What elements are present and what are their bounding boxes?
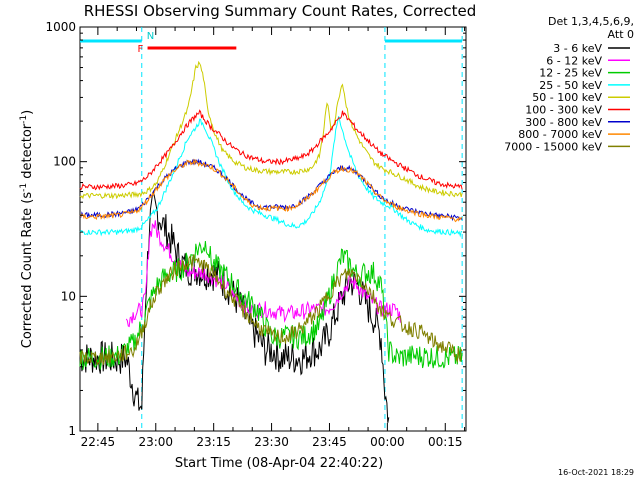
y-ticks: 1 10 100 1000: [45, 20, 466, 438]
y-label-main: Corrected Count Rate (s: [20, 192, 35, 349]
series-line: [79, 254, 463, 366]
y-tick-label: 1000: [45, 20, 76, 34]
series-line: [79, 190, 390, 423]
legend-label: 300 - 800 keV: [525, 116, 602, 129]
series-line: [125, 220, 401, 328]
legend-label: 100 - 300 keV: [525, 104, 602, 117]
series-line: [79, 116, 463, 238]
y-label-sup2: -1: [19, 115, 29, 124]
y-label-sup1: -1: [19, 183, 29, 192]
plot-area: NF 1 10 100 1000 22:45 23:00 23:15 23:30 23:45 0…: [45, 20, 467, 449]
x-tick-label: 22:45: [81, 435, 116, 449]
x-tick-label: 23:00: [138, 435, 173, 449]
x-tick-label: 23:30: [254, 435, 289, 449]
detector-note-line1: Det 1,3,4,5,6,9,: [548, 15, 634, 28]
series-line: [79, 158, 463, 223]
night-flag-label: N: [147, 31, 154, 42]
detector-note-line2: Att 0: [608, 28, 634, 41]
legend-label: 50 - 100 keV: [532, 91, 602, 104]
legend-label: 12 - 25 keV: [539, 67, 602, 80]
series-group: [79, 60, 463, 423]
y-tick-label: 10: [61, 289, 76, 303]
chart-title: RHESSI Observing Summary Count Rates, Co…: [84, 2, 477, 20]
legend-label: 6 - 12 keV: [546, 54, 602, 67]
plot-frame: [79, 26, 467, 432]
y-label-mid: detector: [20, 123, 35, 183]
y-label-end: ): [20, 110, 35, 115]
series-line: [79, 109, 463, 191]
x-tick-label: 00:15: [428, 435, 463, 449]
y-axis-label: Corrected Count Rate (s-1 detector-1): [19, 110, 35, 348]
legend-label: 7000 - 15000 keV: [504, 140, 602, 153]
legend-label: 25 - 50 keV: [539, 79, 602, 92]
y-tick-label: 100: [53, 155, 76, 169]
x-axis-label: Start Time (08-Apr-04 22:40:22): [175, 456, 383, 471]
footer-date: 16-Oct-2021 18:29: [558, 468, 634, 477]
series-line: [79, 60, 463, 200]
x-tick-label: 23:45: [312, 435, 347, 449]
flare-flag-label: F: [138, 44, 144, 55]
legend-label: 3 - 6 keV: [553, 42, 602, 55]
x-tick-label: 23:15: [196, 435, 231, 449]
y-tick-label: 1: [68, 424, 76, 438]
x-ticks: 22:45 23:00 23:15 23:30 23:45 00:00 00:15: [81, 27, 466, 449]
legend-label: 800 - 7000 keV: [518, 128, 602, 141]
flags-group: NF: [80, 27, 463, 431]
x-tick-label: 00:00: [370, 435, 405, 449]
